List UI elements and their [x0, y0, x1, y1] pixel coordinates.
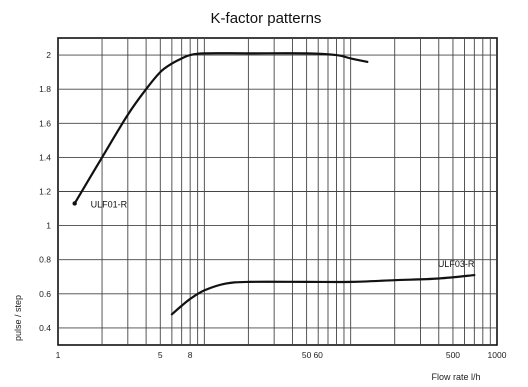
- y-tick-label: 1.2: [39, 187, 51, 197]
- y-tick-label: 1.6: [39, 118, 51, 128]
- x-axis-label: Flow rate l/h: [431, 372, 480, 382]
- x-tick-label: 60: [313, 350, 323, 360]
- x-tick-label: 50: [302, 350, 312, 360]
- y-tick-label: 1: [46, 221, 51, 231]
- y-tick-label: 0.4: [39, 323, 51, 333]
- chart-title: K-factor patterns: [211, 10, 322, 27]
- chart-ticks: 0.4 0.6 0.8 1 1.2 1.4 1.6 1.8 2 1 5 8 50 60 500 1000: [39, 50, 507, 360]
- y-tick-label: 0.6: [39, 289, 51, 299]
- x-tick-label: 1000: [488, 350, 507, 360]
- series-start-point: [72, 201, 77, 206]
- x-tick-label: 1: [56, 350, 61, 360]
- y-tick-label: 0.8: [39, 255, 51, 265]
- x-tick-label: 5: [158, 350, 163, 360]
- chart-series: ULF01-R ULF03-R: [72, 52, 476, 316]
- x-tick-label: 500: [446, 350, 460, 360]
- y-axis-label: pulse / step: [13, 295, 23, 341]
- y-tick-label: 1.8: [39, 84, 51, 94]
- series-label-ulf03: ULF03-R: [438, 259, 475, 269]
- y-tick-label: 2: [46, 50, 51, 60]
- series-label-ulf01: ULF01-R: [91, 199, 128, 209]
- x-tick-label: 8: [188, 350, 193, 360]
- series-line-2: [170, 273, 476, 316]
- series-line-1: [73, 52, 369, 205]
- y-tick-label: 1.4: [39, 152, 51, 162]
- chart-grid: [57, 37, 498, 346]
